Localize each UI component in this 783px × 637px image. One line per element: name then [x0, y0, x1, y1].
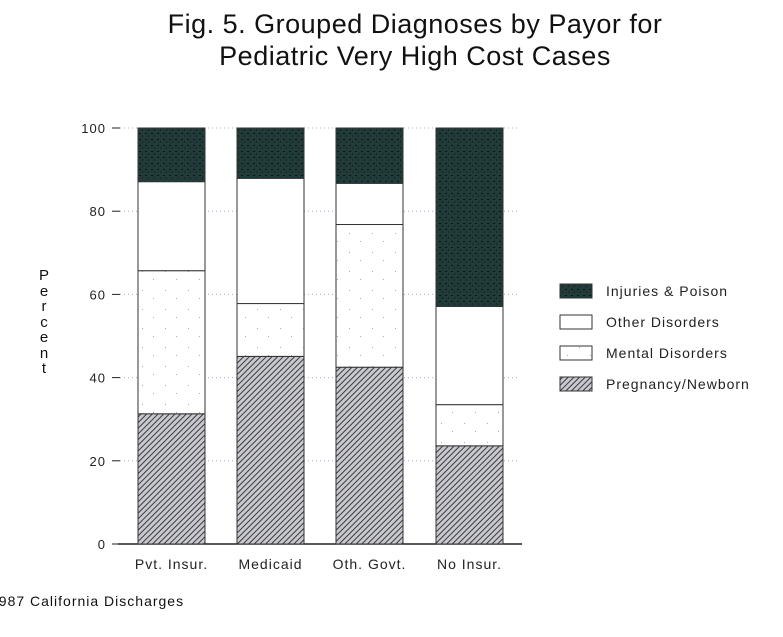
- bar-segment-injuries-poison: [236, 127, 305, 179]
- legend-label: Pregnancy/Newborn: [606, 376, 750, 392]
- legend-swatch: [559, 376, 593, 392]
- bar-segment-pregnancy-newborn: [137, 413, 206, 545]
- chart-title: Fig. 5. Grouped Diagnoses by Payor for P…: [0, 8, 783, 72]
- bar-segment-pregnancy-newborn: [435, 445, 504, 545]
- legend-label: Injuries & Poison: [606, 283, 728, 299]
- bar-segment-injuries-poison: [335, 127, 404, 184]
- x-tick-label: Pvt. Insur.: [135, 556, 208, 572]
- y-axis-label-letter: n: [39, 344, 49, 362]
- bar-segment-mental-disorders: [137, 270, 206, 415]
- legend-swatch: [559, 314, 593, 330]
- y-tick-label: 40: [90, 371, 106, 386]
- x-tick-label: No Insur.: [437, 556, 502, 572]
- bar-segment-other-disorders: [236, 177, 305, 305]
- y-axis-label-letter: P: [38, 267, 49, 284]
- x-tick-label: Oth. Govt.: [333, 556, 407, 572]
- bar-segment-mental-disorders: [435, 404, 504, 447]
- y-axis-label-letter: c: [40, 313, 48, 331]
- y-axis-label-letter: r: [41, 298, 47, 315]
- bar-segment-injuries-poison: [435, 127, 504, 307]
- bar-segment-other-disorders: [335, 182, 404, 226]
- legend-swatch: [559, 345, 593, 361]
- y-tick-label: 100: [81, 121, 106, 136]
- y-axis-label-letter: t: [41, 360, 47, 377]
- y-axis-label-letter: e: [39, 282, 49, 300]
- y-tick-label: 80: [90, 204, 106, 219]
- bar-segment-mental-disorders: [335, 224, 404, 368]
- bar-segment-pregnancy-newborn: [335, 366, 404, 545]
- bar-segment-other-disorders: [137, 181, 206, 272]
- y-tick-label: 60: [90, 287, 106, 302]
- y-tick-label: 20: [90, 454, 106, 469]
- bar-segment-injuries-poison: [137, 127, 206, 183]
- legend-label: Mental Disorders: [606, 345, 728, 361]
- legend-swatch: [559, 283, 593, 299]
- x-tick-label: Medicaid: [238, 556, 302, 572]
- bar-segment-other-disorders: [435, 305, 504, 406]
- chart-title-line-2: Pediatric Very High Cost Cases: [219, 41, 611, 71]
- bar-segment-mental-disorders: [236, 303, 305, 357]
- chart-title-line-1: Fig. 5. Grouped Diagnoses by Payor for: [167, 9, 663, 39]
- footnote: 1987 California Discharges: [0, 593, 185, 609]
- legend-label: Other Disorders: [606, 314, 720, 330]
- y-tick-label: 0: [98, 537, 106, 552]
- y-axis-label-letter: e: [39, 329, 49, 346]
- bar-segment-pregnancy-newborn: [236, 355, 305, 545]
